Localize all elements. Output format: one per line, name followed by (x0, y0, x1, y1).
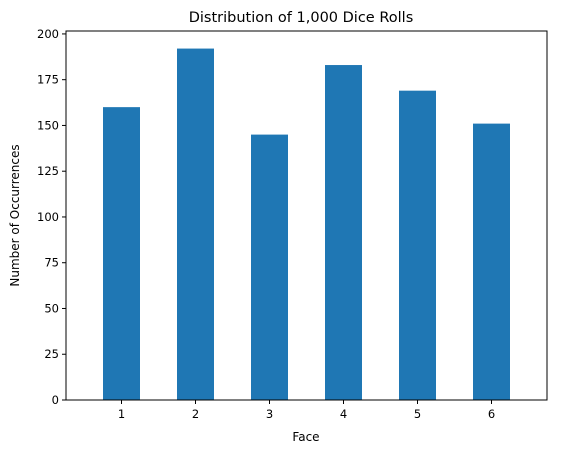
plot-frame (65, 30, 548, 401)
y-tick-label: 175 (37, 73, 59, 87)
y-tick-label: 100 (37, 210, 59, 224)
x-tick-label: 3 (266, 407, 273, 421)
bar-face-1 (103, 107, 140, 401)
bar-face-2 (177, 48, 214, 400)
x-axis-label: Face (292, 430, 319, 444)
y-tick-label: 125 (37, 164, 59, 178)
y-tick-label: 0 (52, 393, 59, 407)
y-axis-ticks: 0 25 50 75 100 125 150 175 200 (37, 27, 66, 407)
y-tick-label: 50 (44, 301, 59, 315)
y-axis-label: Number of Occurrences (8, 144, 22, 286)
x-tick-label: 1 (118, 407, 125, 421)
bar-face-6 (473, 123, 510, 400)
bars (103, 48, 510, 401)
bar-face-3 (251, 134, 288, 401)
x-tick-label: 4 (340, 407, 347, 421)
x-tick-label: 6 (488, 407, 495, 421)
y-tick-label: 25 (44, 347, 59, 361)
x-tick-label: 2 (192, 407, 199, 421)
y-tick-label: 75 (44, 256, 59, 270)
bar-face-5 (399, 90, 436, 400)
y-tick-label: 200 (37, 27, 59, 41)
x-axis-ticks: 1 2 3 4 5 6 (118, 400, 495, 421)
x-tick-label: 5 (414, 407, 421, 421)
chart-title: Distribution of 1,000 Dice Rolls (189, 10, 414, 26)
y-tick-label: 150 (37, 118, 59, 132)
bar-face-4 (325, 65, 362, 400)
